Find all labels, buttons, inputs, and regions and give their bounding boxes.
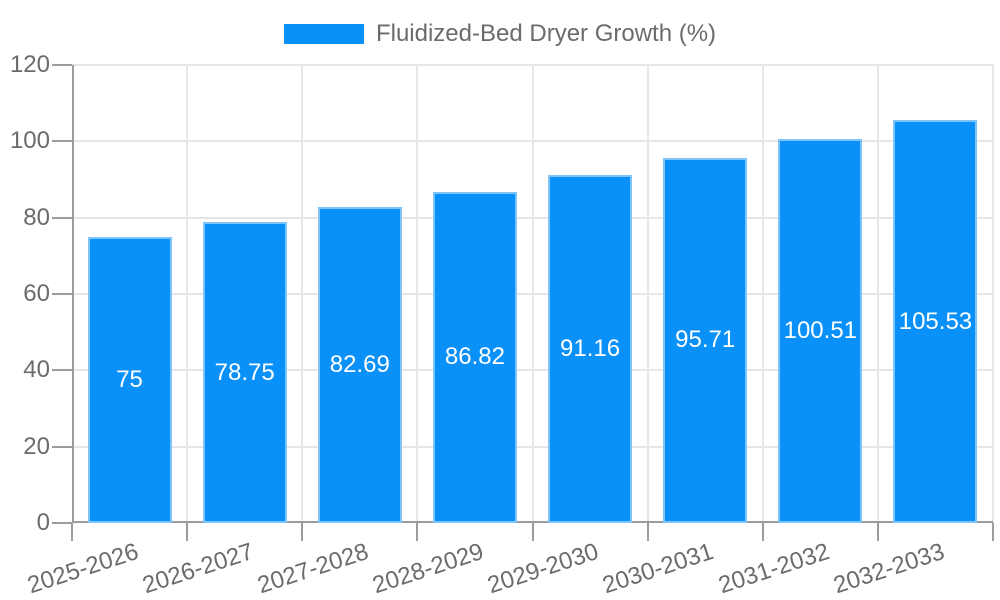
- x-tick-label: 2025-2026: [24, 538, 142, 600]
- y-tick: [52, 445, 72, 448]
- bar[interactable]: 75: [87, 236, 172, 523]
- legend-swatch[interactable]: [283, 24, 364, 44]
- x-gridline: [761, 65, 764, 523]
- bar[interactable]: 100.51: [778, 139, 863, 523]
- y-tick-label: 120: [9, 51, 50, 78]
- x-tick-label: 2032-2033: [829, 538, 948, 600]
- x-gridline: [301, 65, 304, 523]
- x-tick: [876, 523, 879, 541]
- x-gridline: [876, 65, 879, 523]
- x-gridline: [646, 65, 649, 523]
- x-tick: [301, 523, 304, 541]
- x-tick-label: 2026-2027: [139, 538, 257, 600]
- x-tick-label: 2031-2032: [714, 538, 833, 600]
- y-axis-line: [72, 65, 74, 523]
- x-tick: [416, 523, 419, 541]
- bar[interactable]: 78.75: [202, 222, 287, 523]
- x-tick-label: 2028-2029: [369, 538, 487, 600]
- y-tick: [52, 522, 72, 524]
- bar-value-label: 105.53: [898, 307, 973, 335]
- bar[interactable]: 105.53: [893, 120, 978, 523]
- x-tick-label: 2030-2031: [599, 538, 718, 600]
- x-gridline: [186, 65, 189, 523]
- y-tick-label: 80: [23, 203, 50, 231]
- x-tick: [992, 523, 994, 541]
- x-tick: [761, 523, 764, 541]
- y-tick: [52, 216, 72, 219]
- bar-value-label: 75: [116, 365, 143, 393]
- x-tick-label: 2027-2028: [254, 538, 372, 600]
- y-tick-label: 60: [23, 280, 50, 307]
- y-tick: [52, 293, 72, 295]
- x-tick-label: 2029-2030: [484, 538, 603, 600]
- bar-value-label: 95.71: [675, 326, 736, 354]
- x-gridline: [992, 65, 994, 523]
- legend-label: Fluidized-Bed Dryer Growth (%): [375, 20, 717, 47]
- y-tick: [52, 140, 72, 143]
- bar[interactable]: 95.71: [663, 157, 748, 523]
- y-tick-label: 0: [36, 509, 50, 536]
- y-tick: [52, 64, 72, 66]
- x-gridline: [416, 65, 419, 523]
- bar-value-label: 86.82: [444, 343, 505, 371]
- bar[interactable]: 82.69: [317, 207, 402, 523]
- x-gridline: [531, 65, 534, 523]
- bar[interactable]: 91.16: [548, 175, 633, 523]
- plot-area: 0 20 40 60 80 100 120 75 78.75 82.69 86.82 91.16 95.…: [10, 52, 994, 599]
- x-tick: [71, 523, 73, 541]
- bar-value-label: 78.75: [214, 358, 275, 386]
- x-tick: [646, 523, 649, 541]
- y-tick-label: 20: [23, 432, 50, 460]
- y-tick: [52, 369, 72, 372]
- bar-value-label: 100.51: [783, 317, 858, 345]
- y-tick-label: 100: [9, 127, 50, 155]
- y-tick-label: 40: [23, 356, 50, 384]
- x-axis-line: [72, 521, 993, 523]
- x-tick: [531, 523, 534, 541]
- bar-value-label: 91.16: [560, 335, 621, 363]
- bar-value-label: 82.69: [329, 351, 390, 379]
- chart-legend[interactable]: Fluidized-Bed Dryer Growth (%): [0, 20, 1000, 48]
- bar[interactable]: 86.82: [432, 191, 517, 523]
- x-tick: [186, 523, 189, 541]
